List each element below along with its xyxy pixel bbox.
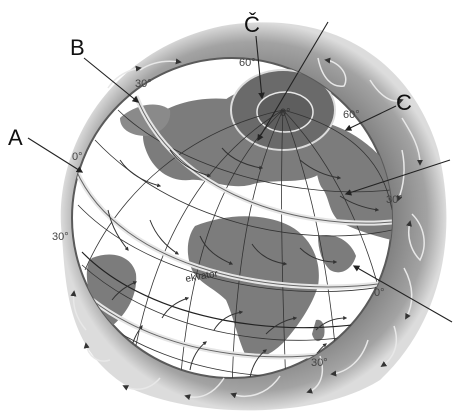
degree-label-0-right: 0° [374, 287, 385, 299]
degree-label-30-bottom: 30° [311, 357, 328, 369]
pointer-b [83, 57, 140, 103]
land-africa [187, 216, 319, 359]
pointer-lines [27, 21, 453, 323]
callout-c: C [396, 90, 412, 115]
equator-line [81, 251, 392, 329]
pointer-right [344, 159, 451, 196]
globe-surface [73, 69, 392, 378]
pointer-a [27, 137, 84, 173]
degree-label-60-right: 60° [343, 109, 360, 121]
pointer-top-right [257, 21, 329, 142]
land-asia [300, 118, 392, 240]
circulation-cells [70, 57, 425, 401]
land-arabia [318, 234, 356, 273]
pointer-lower-right [352, 265, 453, 323]
callout-b: B [70, 35, 85, 60]
degree-label-60-top: 60° [239, 57, 256, 69]
degree-label-30-right: 30° [386, 194, 403, 206]
pointer-c [344, 105, 397, 131]
degree-label-pole: 0° [280, 107, 291, 119]
pointer-c-caron [255, 35, 265, 100]
degree-label-0-left: 0° [72, 151, 83, 163]
degree-label-30-left: 30° [52, 231, 69, 243]
callout-a: A [8, 125, 23, 150]
degree-label-30-top: 30° [135, 78, 152, 90]
callout-c-caron: Č [244, 12, 260, 37]
